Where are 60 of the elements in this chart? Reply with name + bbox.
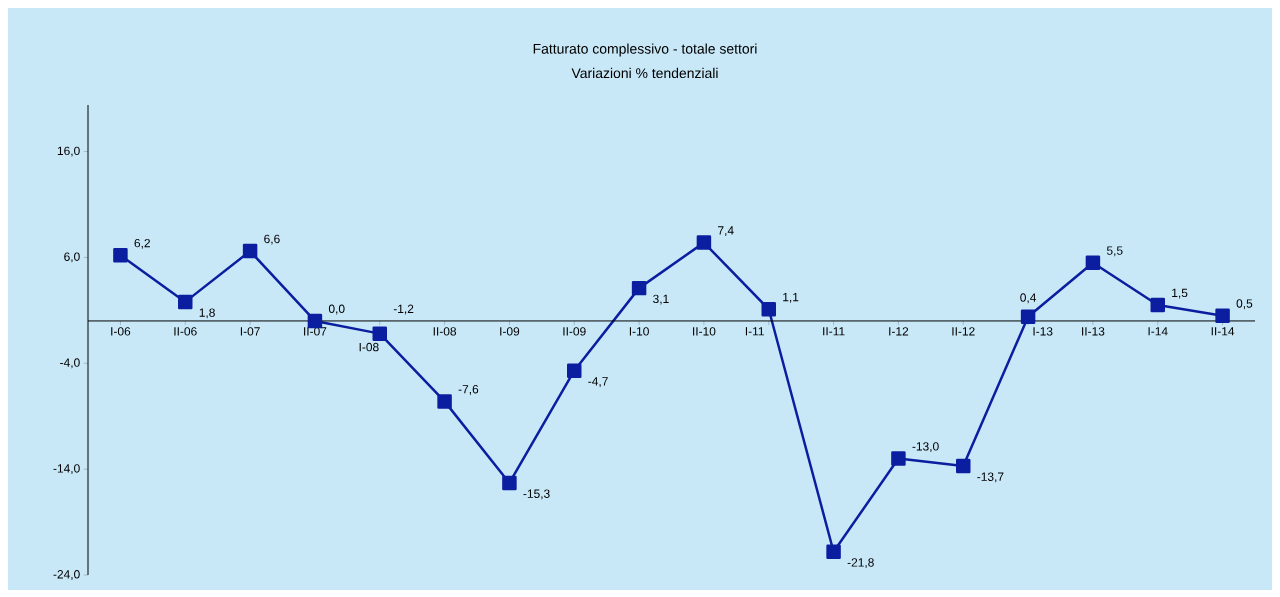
x-tick-label: I-10 <box>629 327 649 336</box>
y-tick-label: -14,0 <box>53 464 80 475</box>
point <box>956 458 971 474</box>
point <box>502 475 517 491</box>
x-tick-label: I-13 <box>1033 327 1053 336</box>
data-label: -7,6 <box>458 385 479 395</box>
y-tick-label: -4,0 <box>60 358 80 369</box>
point <box>372 326 387 341</box>
x-tick-label: II-10 <box>693 327 716 336</box>
x-tick-label: I-07 <box>240 327 260 336</box>
point <box>826 544 841 559</box>
data-label: 6,2 <box>134 238 150 249</box>
data-label: 1,5 <box>1172 288 1188 299</box>
x-tick-label: I-06 <box>111 327 131 336</box>
point <box>1215 308 1230 323</box>
x-tick-label: II-12 <box>952 327 975 336</box>
point <box>567 363 582 378</box>
data-label: -1,2 <box>393 304 414 315</box>
point <box>696 235 712 250</box>
y-tick-label: -24,0 <box>53 570 80 580</box>
point <box>437 394 452 409</box>
x-tick-label: I-14 <box>1148 327 1168 336</box>
x-tick-label: II-11 <box>823 327 845 336</box>
data-label: 7,4 <box>718 226 734 237</box>
data-label: -13,7 <box>977 472 1004 483</box>
point <box>761 302 776 317</box>
data-label: 1,8 <box>199 308 215 319</box>
x-tick-label: II-08 <box>433 327 457 336</box>
point <box>113 248 128 263</box>
x-tick-label: II-06 <box>174 327 197 336</box>
data-label: 0,5 <box>1236 299 1253 310</box>
data-label: -15,3 <box>523 489 550 500</box>
data-label: 0,0 <box>328 304 345 315</box>
x-tick-label: II-13 <box>1082 327 1105 336</box>
x-tick-label: I-09 <box>500 327 520 336</box>
point <box>178 294 193 310</box>
data-label: -21,8 <box>847 558 874 569</box>
chart-title: Fatturato complessivo - totale settori <box>533 43 757 57</box>
data-label: 5,5 <box>1106 246 1123 257</box>
x-tick-label: I-11 <box>745 327 764 336</box>
point <box>891 451 906 466</box>
point <box>242 243 258 259</box>
point <box>1150 297 1165 313</box>
data-label: -4,7 <box>588 377 608 387</box>
data-label: -13,0 <box>912 442 939 453</box>
y-tick-label: 6,0 <box>64 252 80 263</box>
data-label: 0,4 <box>1020 293 1037 304</box>
chart-subtitle: Variazioni % tendenziali <box>571 67 718 79</box>
data-label: 3,1 <box>653 294 669 305</box>
y-tick-label: 16,0 <box>57 146 80 157</box>
data-label: 6,6 <box>264 234 280 245</box>
x-tick-label: II-14 <box>1211 327 1235 336</box>
x-tick-label: II-09 <box>563 327 586 336</box>
point <box>631 280 647 296</box>
point <box>1085 255 1101 270</box>
x-tick-label: I-08 <box>359 342 379 352</box>
point <box>1020 309 1036 324</box>
x-tick-label: I-12 <box>889 327 909 336</box>
data-label: 1,1 <box>783 293 799 303</box>
x-tick-label: II-07 <box>304 327 327 336</box>
